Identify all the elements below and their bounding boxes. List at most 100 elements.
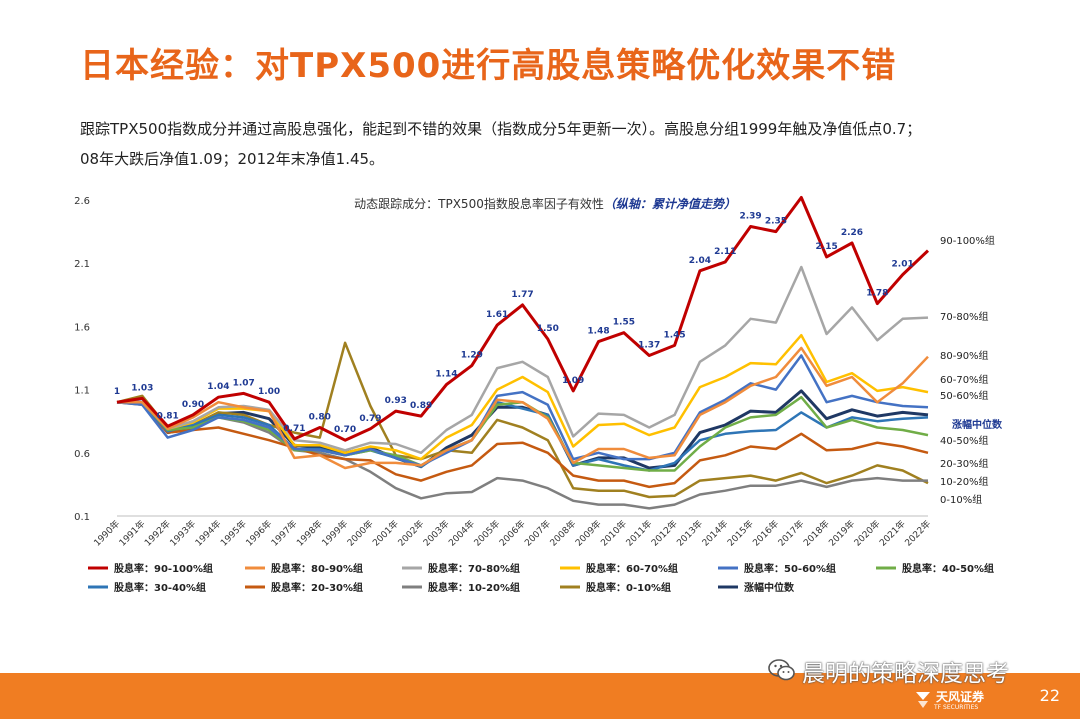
page-number: 22 [1039,686,1060,705]
x-tick-label: 1997年 [268,518,299,549]
series-end-label: 60-70%组 [940,373,989,386]
footer-bar [0,673,1080,719]
x-tick-label: 1994年 [192,518,223,549]
x-tick-label: 1992年 [142,518,173,549]
series-line [117,400,928,510]
series-end-label: 0-10%组 [940,493,982,506]
chart-title-note: （纵轴：累计净值走势） [604,197,736,211]
x-tick-label: 2009年 [573,518,604,549]
x-tick-label: 1996年 [243,518,274,549]
series-end-label: 90-100%组 [940,234,995,247]
series-line [117,265,929,455]
x-tick-label: 2022年 [902,518,933,549]
x-tick-label: 2020年 [851,518,882,549]
data-label: 2.39 [739,212,761,222]
series-end-label: 10-20%组 [940,475,989,488]
x-tick-label: 2006年 [497,518,528,549]
data-label: 0.79 [359,414,381,424]
tf-logo-icon [916,692,930,708]
chart-title: 动态跟踪成分：TPX500指数股息率因子有效性（纵轴：累计净值走势） [354,196,736,211]
data-label: 2.01 [892,260,914,270]
data-label: 1 [114,387,120,397]
x-tick-label: 2013年 [674,518,705,549]
series-line [117,346,929,470]
x-tick-label: 2010年 [598,518,629,549]
data-label: 1.29 [461,351,483,361]
legend-label: 股息率：40-50%组 [902,562,994,575]
x-tick-label: 2015年 [725,518,756,549]
data-label: 2.04 [689,256,711,266]
wechat-icon [768,659,795,681]
series-line [116,400,929,489]
data-label: 1.14 [435,370,457,380]
data-label: 0.89 [410,401,432,411]
logo-subtext: TF SECURITIES [934,704,979,711]
data-label: 1.50 [537,324,559,334]
series-line [116,341,929,499]
data-label: 2.15 [816,242,838,252]
x-tick-label: 2001年 [370,518,401,549]
x-tick-label: 1990年 [91,518,122,549]
series-end-label: 70-80%组 [940,310,989,323]
legend-label: 股息率：80-90%组 [271,562,363,575]
x-tick-label: 1999年 [319,518,350,549]
x-tick-label: 2007年 [522,518,553,549]
x-tick-label: 1993年 [167,518,198,549]
x-tick-label: 2018年 [801,518,832,549]
y-tick-label: 1.1 [74,386,90,397]
y-tick-label: 0.1 [74,512,90,523]
x-tick-label: 2000年 [345,518,376,549]
data-label: 1.09 [562,376,584,386]
data-label: 1.07 [233,378,255,388]
data-label: 2.35 [765,217,787,227]
x-tick-label: 2014年 [699,518,730,549]
x-tick-label: 2003年 [421,518,452,549]
series-line [117,389,929,470]
data-label: 0.81 [157,411,179,421]
data-label: 1.61 [486,310,508,320]
legend-label: 股息率：20-30%组 [271,581,363,594]
x-tick-label: 1995年 [218,518,249,549]
x-tick-label: 2017年 [775,518,806,549]
x-tick-label: 2012年 [649,518,680,549]
data-label: 0.71 [283,424,305,434]
data-label: 0.90 [182,400,204,410]
series-end-label: 40-50%组 [940,434,989,447]
description-line-1: 跟踪TPX500指数成分并通过高股息强化，能起到不错的效果（指数成分5年更新一次… [80,120,922,138]
legend-label: 股息率：70-80%组 [428,562,520,575]
y-tick-label: 1.6 [74,322,90,333]
legend-label: 股息率：60-70%组 [586,562,678,575]
legend-label: 股息率：10-20%组 [428,581,520,594]
series-end-label: 涨幅中位数 [952,418,1003,431]
dividend-factor-line-chart: 动态跟踪成分：TPX500指数股息率因子有效性（纵轴：累计净值走势） 0.1 0.6… [74,196,1003,594]
logo-text: 天风证券 [936,690,985,704]
series-line [116,196,930,442]
legend-label: 股息率：30-40%组 [114,581,206,594]
legend-label: 股息率：50-60%组 [744,562,836,575]
data-label: 0.70 [334,425,356,435]
data-label: 2.26 [841,228,863,238]
data-label: 1.04 [207,382,229,392]
data-label: 1.03 [131,383,153,393]
series-line [116,400,929,472]
legend-label: 股息率：0-10%组 [586,581,671,594]
data-label: 1.55 [613,318,635,328]
x-tick-label: 2016年 [750,518,781,549]
x-tick-label: 2002年 [395,518,426,549]
data-label: 2.11 [714,247,736,257]
x-tick-label: 1991年 [116,518,147,549]
series-line [116,354,929,467]
series-end-label: 20-30%组 [940,457,989,470]
data-label: 1.45 [663,330,685,340]
x-tick-label: 1998年 [294,518,325,549]
series-end-label: 50-60%组 [940,389,989,402]
data-label: 1.77 [511,290,533,300]
x-tick-label: 2005年 [471,518,502,549]
x-tick-label: 2019年 [826,518,857,549]
page-title: 日本经验：对TPX500进行高股息策略优化效果不错 [80,46,897,86]
x-tick-label: 2011年 [623,518,654,549]
x-tick-label: 2021年 [877,518,908,549]
x-tick-label: 2008年 [547,518,578,549]
data-label: 1.48 [587,327,609,337]
description-line-2: 08年大跌后净值1.09；2012年末净值1.45。 [80,150,385,168]
